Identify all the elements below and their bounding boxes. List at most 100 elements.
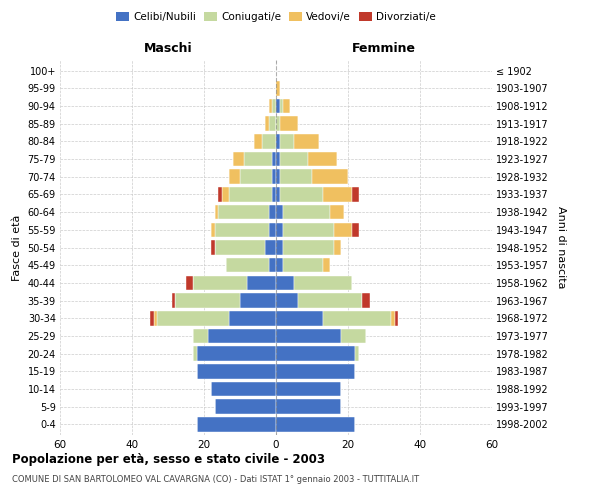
Bar <box>197 417 276 432</box>
Bar <box>312 170 348 184</box>
Bar <box>193 346 197 361</box>
Bar <box>269 116 276 131</box>
Bar <box>193 276 247 290</box>
Bar <box>211 382 276 396</box>
Bar <box>280 152 308 166</box>
Bar <box>233 152 244 166</box>
Bar <box>276 346 355 361</box>
Bar <box>272 187 276 202</box>
Bar <box>211 222 215 237</box>
Bar <box>154 311 157 326</box>
Bar <box>197 364 276 378</box>
Bar <box>240 294 276 308</box>
Bar <box>276 152 280 166</box>
Bar <box>276 98 280 113</box>
Bar <box>276 382 341 396</box>
Bar <box>222 187 229 202</box>
Bar <box>276 294 298 308</box>
Bar <box>215 240 265 255</box>
Text: COMUNE DI SAN BARTOLOMEO VAL CAVARGNA (CO) - Dati ISTAT 1° gennaio 2003 - TUTTIT: COMUNE DI SAN BARTOLOMEO VAL CAVARGNA (C… <box>12 475 419 484</box>
Bar <box>276 258 283 272</box>
Bar <box>172 294 175 308</box>
Text: Femmine: Femmine <box>352 42 416 54</box>
Y-axis label: Anni di nascita: Anni di nascita <box>556 206 566 289</box>
Bar <box>211 240 215 255</box>
Bar <box>280 116 298 131</box>
Bar <box>240 170 272 184</box>
Bar <box>276 240 283 255</box>
Bar <box>175 294 240 308</box>
Bar <box>197 346 276 361</box>
Bar <box>283 258 323 272</box>
Bar <box>330 205 344 220</box>
Bar <box>276 187 280 202</box>
Bar <box>215 205 218 220</box>
Text: Popolazione per età, sesso e stato civile - 2003: Popolazione per età, sesso e stato civil… <box>12 452 325 466</box>
Bar <box>272 98 276 113</box>
Bar <box>218 205 269 220</box>
Text: Maschi: Maschi <box>143 42 193 54</box>
Bar <box>294 276 352 290</box>
Bar <box>283 222 334 237</box>
Bar <box>280 187 323 202</box>
Bar <box>352 187 359 202</box>
Bar <box>276 364 355 378</box>
Bar <box>247 276 276 290</box>
Bar <box>269 98 272 113</box>
Bar <box>283 240 334 255</box>
Bar <box>276 170 280 184</box>
Bar <box>276 134 280 148</box>
Bar <box>355 346 359 361</box>
Bar <box>362 294 370 308</box>
Bar <box>323 258 330 272</box>
Bar <box>395 311 398 326</box>
Bar <box>341 328 366 343</box>
Bar <box>276 116 280 131</box>
Bar <box>276 276 294 290</box>
Bar <box>229 311 276 326</box>
Bar <box>150 311 154 326</box>
Bar <box>229 170 240 184</box>
Bar <box>208 328 276 343</box>
Bar <box>276 205 283 220</box>
Bar <box>229 187 272 202</box>
Bar <box>262 134 276 148</box>
Bar <box>276 400 341 414</box>
Bar <box>215 222 269 237</box>
Bar <box>308 152 337 166</box>
Bar <box>157 311 229 326</box>
Bar <box>269 222 276 237</box>
Bar <box>276 222 283 237</box>
Bar <box>323 187 352 202</box>
Bar <box>272 152 276 166</box>
Bar <box>280 98 283 113</box>
Bar <box>334 222 352 237</box>
Bar <box>254 134 262 148</box>
Bar <box>352 222 359 237</box>
Bar <box>298 294 362 308</box>
Bar <box>269 205 276 220</box>
Bar <box>226 258 269 272</box>
Bar <box>218 187 222 202</box>
Bar <box>186 276 193 290</box>
Bar <box>294 134 319 148</box>
Bar <box>334 240 341 255</box>
Bar <box>265 240 276 255</box>
Bar <box>323 311 391 326</box>
Bar <box>244 152 272 166</box>
Bar <box>276 328 341 343</box>
Bar <box>269 258 276 272</box>
Bar <box>272 170 276 184</box>
Bar <box>265 116 269 131</box>
Bar <box>276 311 323 326</box>
Bar <box>280 134 294 148</box>
Bar <box>193 328 208 343</box>
Bar <box>283 205 330 220</box>
Legend: Celibi/Nubili, Coniugati/e, Vedovi/e, Divorziati/e: Celibi/Nubili, Coniugati/e, Vedovi/e, Di… <box>112 8 440 26</box>
Bar <box>215 400 276 414</box>
Bar <box>276 81 280 96</box>
Y-axis label: Fasce di età: Fasce di età <box>12 214 22 280</box>
Bar <box>283 98 290 113</box>
Bar <box>391 311 395 326</box>
Bar <box>276 417 355 432</box>
